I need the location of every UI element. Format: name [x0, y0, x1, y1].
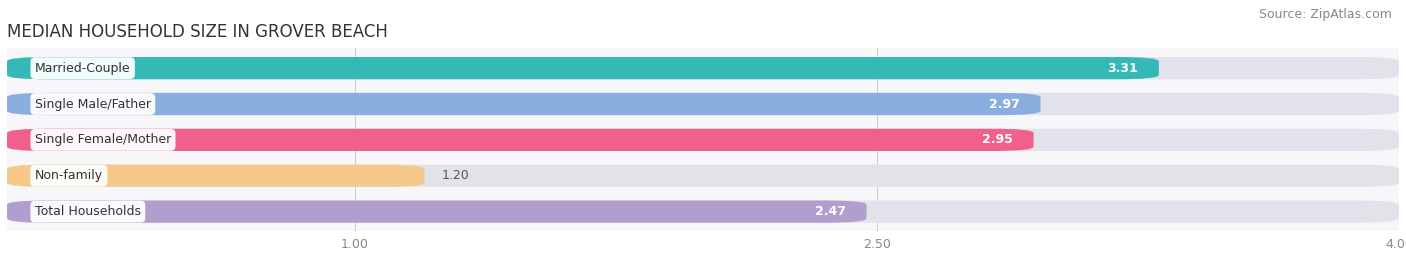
FancyBboxPatch shape: [7, 129, 1399, 151]
Text: 3.31: 3.31: [1108, 62, 1137, 75]
FancyBboxPatch shape: [7, 200, 1399, 223]
FancyBboxPatch shape: [7, 129, 1033, 151]
Text: MEDIAN HOUSEHOLD SIZE IN GROVER BEACH: MEDIAN HOUSEHOLD SIZE IN GROVER BEACH: [7, 23, 388, 41]
FancyBboxPatch shape: [7, 165, 425, 187]
Text: 2.97: 2.97: [988, 98, 1019, 111]
FancyBboxPatch shape: [7, 57, 1159, 79]
FancyBboxPatch shape: [7, 93, 1399, 115]
Text: Married-Couple: Married-Couple: [35, 62, 131, 75]
Text: 2.95: 2.95: [981, 133, 1012, 146]
Text: Single Male/Father: Single Male/Father: [35, 98, 150, 111]
FancyBboxPatch shape: [7, 93, 1040, 115]
FancyBboxPatch shape: [7, 165, 1399, 187]
FancyBboxPatch shape: [7, 57, 1399, 79]
Text: Source: ZipAtlas.com: Source: ZipAtlas.com: [1258, 8, 1392, 21]
Text: Single Female/Mother: Single Female/Mother: [35, 133, 172, 146]
Text: 1.20: 1.20: [441, 169, 470, 182]
FancyBboxPatch shape: [7, 200, 866, 223]
Text: Total Households: Total Households: [35, 205, 141, 218]
Text: Non-family: Non-family: [35, 169, 103, 182]
Text: 2.47: 2.47: [814, 205, 845, 218]
